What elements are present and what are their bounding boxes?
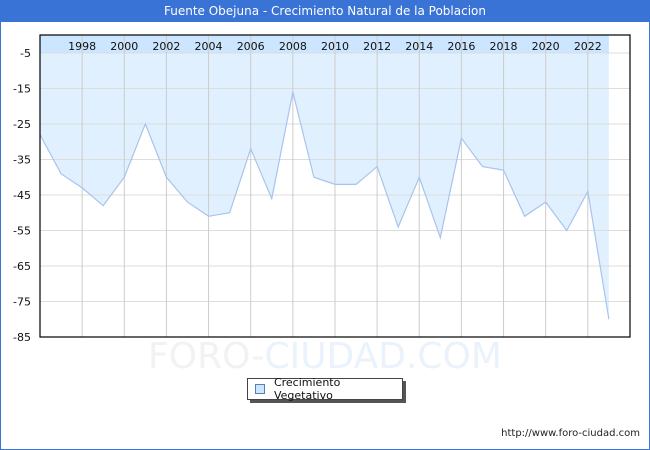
axes: -5 -15 -25 -35 -45 -55 -65 -75 -85 1998 2000 2002 20… (13, 34, 631, 344)
plot-area (39, 35, 630, 338)
x-tick-label: 2014 (405, 40, 433, 53)
source-url[interactable]: http://www.foro-ciudad.com (501, 428, 640, 439)
legend-label: Crecimiento Vegetativo (273, 376, 341, 402)
y-tick-label: -45 (13, 189, 31, 202)
y-tick-label: -25 (13, 118, 31, 131)
x-tick-label: 2016 (447, 40, 475, 53)
y-tick-label: -55 (13, 225, 31, 238)
y-tick-label: -65 (13, 260, 31, 273)
x-tick-label: 2018 (490, 40, 518, 53)
x-tick-label: 2012 (363, 40, 391, 53)
y-tick-label: -15 (13, 83, 31, 96)
y-tick-label: -75 (13, 296, 31, 309)
x-tick-label: 1998 (68, 40, 96, 53)
y-tick-label: -35 (13, 154, 31, 167)
x-tick-label: 2008 (279, 40, 307, 53)
x-tick-label: 2020 (532, 40, 560, 53)
watermark: FORO-CIUDAD.COM (148, 336, 502, 377)
x-tick-label: 2002 (152, 40, 180, 53)
x-tick-label: 2006 (237, 40, 265, 53)
x-tick-label: 2010 (321, 40, 349, 53)
legend: Crecimiento Vegetativo (247, 376, 403, 402)
svg-text:FORO-CIUDAD.COM: FORO-CIUDAD.COM (148, 336, 502, 377)
y-tick-label: -5 (20, 47, 31, 60)
x-tick-label: 2022 (574, 40, 602, 53)
legend-swatch-icon (255, 384, 265, 394)
x-tick-label: 2000 (110, 40, 138, 53)
x-tick-label: 2004 (195, 40, 223, 53)
y-tick-label: -85 (13, 331, 31, 344)
chart-title: Fuente Obejuna - Crecimiento Natural de … (0, 0, 650, 22)
